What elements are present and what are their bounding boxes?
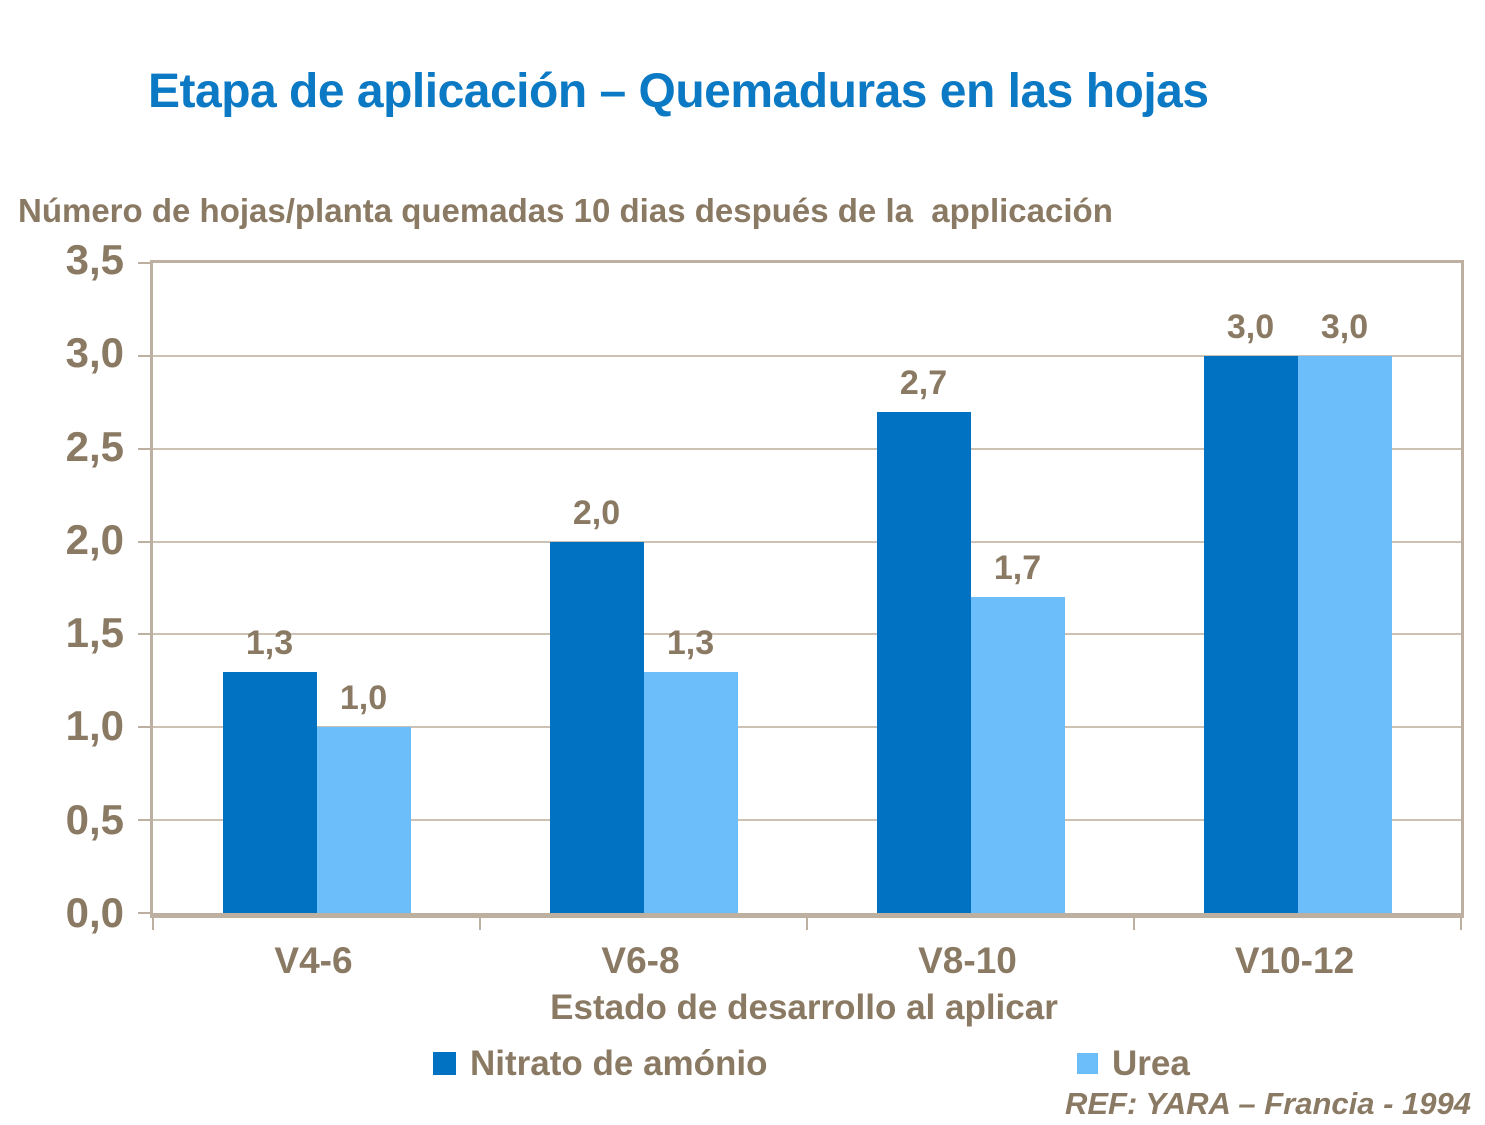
bar-group-v10-12: 3,0 3,0 [1134,263,1461,913]
plot-area: 1,3 1,0 2,0 1,3 2,7 1,7 3,0 3,0 [138,260,1464,930]
x-tick-label: V8-10 [918,940,1017,981]
x-tick-label: V10-12 [1234,940,1355,981]
y-tick-label: 2,5 [65,422,124,470]
bar-nitrato-v6-8: 2,0 [549,496,644,913]
gridline [153,540,1461,543]
bar-value-label: 2,7 [899,363,948,402]
gridline [153,354,1461,357]
x-axis-tick-labels: V4-6 V6-8 V8-10 V10-12 [150,942,1458,986]
bar-urea-v8-10: 1,7 [970,551,1065,913]
bar-group-v8-10: 2,7 1,7 [807,263,1134,913]
bar-nitrato-v8-10: 2,7 [876,366,971,913]
y-axis-title: Número de hojas/planta quemadas 10 dias … [18,192,1113,229]
bar-value-label: 1,7 [993,549,1042,588]
x-tick-mark [806,918,808,930]
legend-swatch-nitrato [433,1052,456,1075]
legend-label-nitrato: Nitrato de amónio [470,1044,768,1083]
bar-value-label: 1,0 [339,679,388,718]
y-tick-mark [138,819,150,822]
bar-nitrato-v4-6: 1,3 [222,626,317,913]
bar-urea-v10-12: 3,0 [1297,310,1392,913]
y-tick-label: 1,0 [65,702,124,750]
bar-value-label: 3,0 [1226,307,1275,346]
y-tick-mark [138,262,150,264]
y-tick-label: 1,5 [65,609,124,657]
gridline [153,447,1461,450]
gridline [153,633,1461,636]
bar-value-label: 1,3 [245,623,294,662]
y-axis-tick-labels: 0,0 0,5 1,0 1,5 2,0 2,5 3,0 3,5 [0,239,130,934]
legend-swatch-urea [1077,1053,1098,1074]
x-tick-label: V6-8 [601,940,680,981]
y-tick-label: 3,5 [65,236,124,283]
y-tick-label: 3,0 [65,329,124,377]
gridline [153,726,1461,729]
y-tick-mark [138,354,150,357]
legend-item-urea: Urea [1077,1046,1190,1081]
y-tick-label: 0,0 [65,889,124,936]
bar-value-label: 2,0 [572,493,621,532]
chart-title: Etapa de aplicación – Quemaduras en las … [148,65,1209,118]
y-tick-mark [138,633,150,636]
x-tick-mark [479,918,481,930]
x-tick-mark [1460,918,1462,930]
y-tick-label: 0,5 [65,795,124,843]
bar-group-v6-8: 2,0 1,3 [480,263,807,913]
reference-note: REF: YARA – Francia - 1994 [1064,1086,1471,1121]
y-tick-label: 2,0 [65,515,124,563]
x-tick-label: V4-6 [274,940,353,981]
legend-item-nitrato: Nitrato de amónio [433,1046,768,1081]
y-tick-mark [138,912,150,914]
bar-urea-v4-6: 1,0 [316,681,411,913]
legend-label-urea: Urea [1112,1044,1190,1083]
x-tick-mark [1133,918,1135,930]
bar-nitrato-v10-12: 3,0 [1203,310,1298,913]
bar-value-label: 3,0 [1320,307,1369,346]
bar-value-label: 1,3 [666,623,715,662]
bar-group-v4-6: 1,3 1,0 [153,263,480,913]
y-tick-mark [138,447,150,450]
y-tick-mark [138,540,150,543]
bar-urea-v6-8: 1,3 [643,626,738,913]
x-tick-mark [152,918,154,930]
x-axis-title: Estado de desarrollo al aplicar [550,988,1058,1027]
gridline [153,819,1461,822]
y-tick-mark [138,726,150,729]
